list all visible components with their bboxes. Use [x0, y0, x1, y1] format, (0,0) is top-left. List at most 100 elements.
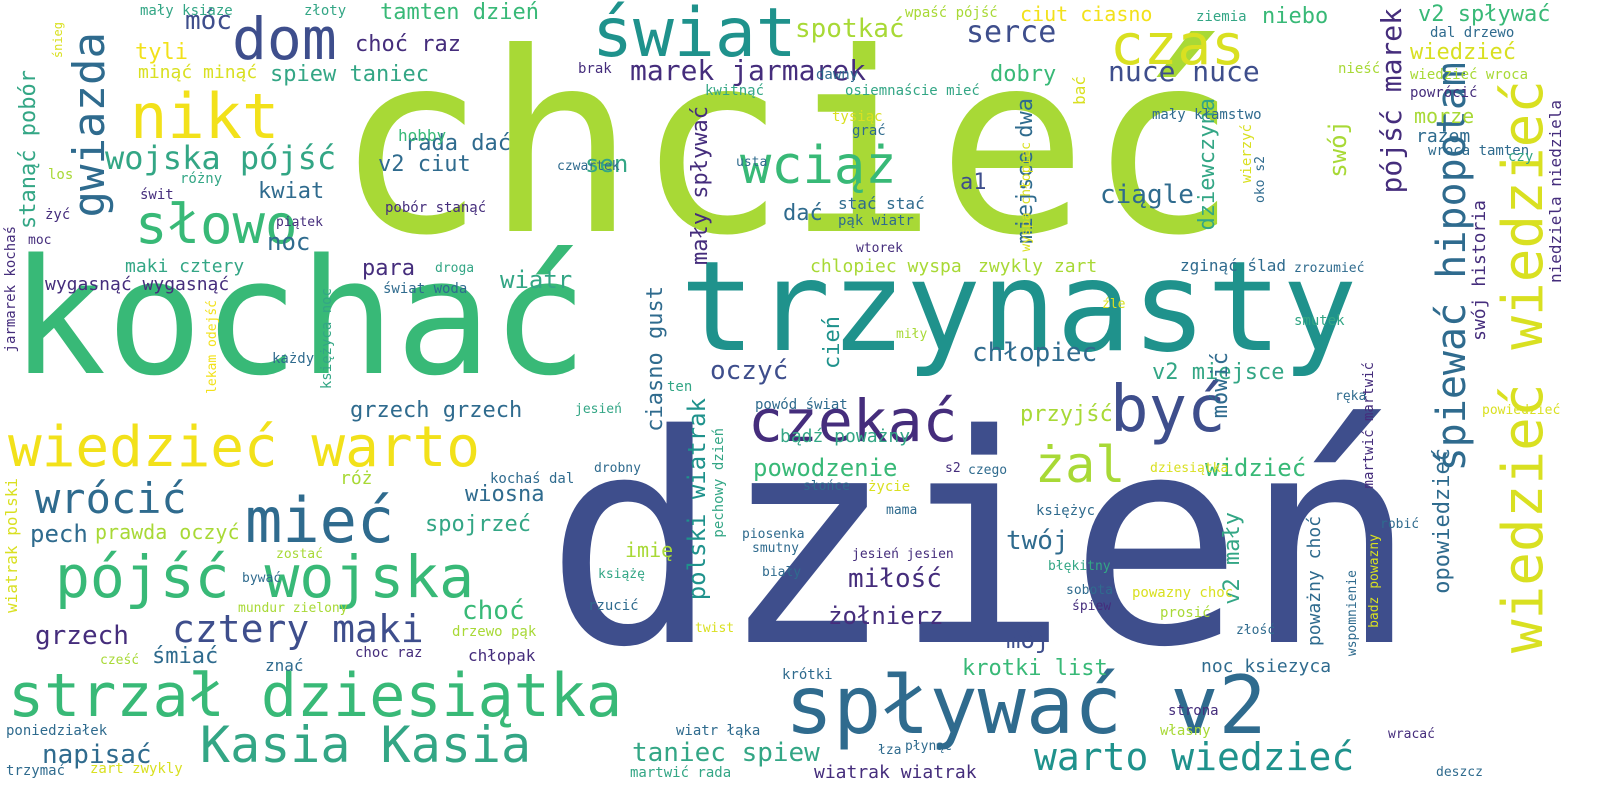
word: v2 ciut — [378, 152, 471, 177]
word: świt — [140, 187, 174, 203]
word: nuce nuce — [1108, 55, 1260, 88]
word: oczyć — [710, 356, 789, 386]
word: stanąć pobór — [16, 70, 41, 229]
word: wojska pójść — [105, 139, 337, 177]
word: mundur zielony — [238, 601, 348, 616]
word: smutek — [1294, 313, 1345, 329]
word: błękitny — [1048, 559, 1111, 574]
word: świat woda — [383, 281, 468, 297]
word: powiedzieć — [1482, 403, 1561, 418]
word: widzieć — [1205, 454, 1307, 482]
word: v2 miejsce — [1152, 360, 1285, 385]
word: chlopiec wyspa — [810, 256, 962, 277]
word: bywać — [242, 571, 282, 586]
word: imię — [625, 538, 674, 562]
word: biały — [762, 565, 802, 580]
word: mama — [886, 503, 918, 518]
word: pechowy dzień — [711, 428, 727, 538]
word: mały kłamstwo — [1152, 107, 1262, 123]
word: choć — [462, 596, 525, 626]
word: mieć — [245, 484, 395, 557]
word: móc — [185, 6, 232, 36]
word: zwykly zart — [978, 256, 1098, 277]
word: kwiat — [258, 179, 325, 204]
word: każdy — [272, 351, 315, 367]
word: trzynasty — [680, 235, 1358, 380]
word: śmiać — [152, 644, 219, 669]
word: świat — [592, 0, 797, 73]
word: pąk wiatr — [838, 213, 914, 229]
word: wiatr — [500, 266, 573, 294]
word: droga — [435, 261, 475, 276]
word: wrócić — [35, 474, 187, 523]
word: mały spływać — [688, 106, 713, 265]
word: słońce — [803, 479, 850, 494]
word: mówić — [1208, 352, 1233, 419]
word: gwiazda — [64, 32, 115, 218]
word: niedziela niedziela — [1546, 100, 1565, 284]
word: strona — [1168, 703, 1219, 719]
word: v2 spływać — [1418, 2, 1551, 27]
word: życie — [868, 479, 911, 495]
word: Kasia Kasia — [200, 716, 532, 774]
word: polski wiatrak — [683, 398, 711, 601]
word: serce — [966, 15, 1057, 50]
word: powód świat — [755, 397, 848, 413]
word: dal drzewo — [1430, 25, 1515, 41]
word: niebo — [1262, 4, 1329, 29]
word: deszcz — [1436, 765, 1483, 780]
word: złość — [1236, 623, 1276, 638]
word: dać — [783, 201, 823, 226]
word: księżyca noc — [319, 288, 335, 390]
word: strzał dziesiątka — [8, 661, 623, 731]
word: śpiew — [1072, 599, 1112, 614]
word: grzech grzech — [350, 398, 523, 423]
word: wiedzieć — [1410, 40, 1516, 65]
word: pójść marek — [1375, 8, 1408, 194]
word: ziemia — [1196, 9, 1247, 25]
word: razem — [1416, 126, 1471, 147]
word: żyć — [45, 207, 71, 223]
word: tyli — [135, 40, 188, 65]
word: piątek — [276, 215, 323, 230]
word: ciasno gust — [643, 286, 668, 432]
word: powodzenie — [753, 454, 898, 482]
word: kochać — [10, 224, 588, 411]
word: chłopak — [468, 646, 536, 665]
word: drzewo pąk — [452, 624, 537, 640]
word: spiew taniec — [270, 62, 429, 87]
word: znać — [265, 656, 304, 675]
word: czwartek — [557, 159, 620, 174]
word: oko s2 — [1253, 156, 1268, 203]
word: czy — [1508, 149, 1534, 165]
word: miłość — [848, 564, 942, 594]
word: powazny choc — [1132, 585, 1234, 601]
word: a1 — [960, 170, 987, 195]
word: pójść wojska — [55, 543, 475, 611]
word: miły — [896, 327, 928, 342]
word: źle — [1102, 297, 1126, 312]
word: osiemnaście mieć — [845, 83, 980, 99]
word: opowiedzieć — [1430, 448, 1455, 594]
word: hobby — [398, 126, 447, 145]
word: zart zwykly — [90, 761, 183, 777]
word: wiosna — [465, 482, 545, 507]
word: spotkać — [795, 14, 905, 44]
word: wiedzieć wroca — [1410, 67, 1529, 83]
word: łza — [878, 743, 902, 758]
word: krótki — [782, 667, 833, 683]
word: spływać v2 — [785, 659, 1267, 752]
word: los — [48, 167, 74, 183]
word: martwić rada — [630, 765, 732, 781]
word: cześć — [100, 653, 140, 668]
word: czego — [968, 463, 1008, 478]
word: moc — [28, 233, 52, 248]
word: martwić martwić — [1361, 362, 1377, 489]
word: wiatrak polski — [2, 478, 21, 613]
word: kochaś dal — [490, 471, 575, 487]
word: księżyc — [1036, 503, 1096, 519]
word: taniec spiew — [632, 738, 820, 768]
word: warto wiedzieć — [1034, 735, 1355, 779]
word: robić — [1380, 517, 1420, 532]
